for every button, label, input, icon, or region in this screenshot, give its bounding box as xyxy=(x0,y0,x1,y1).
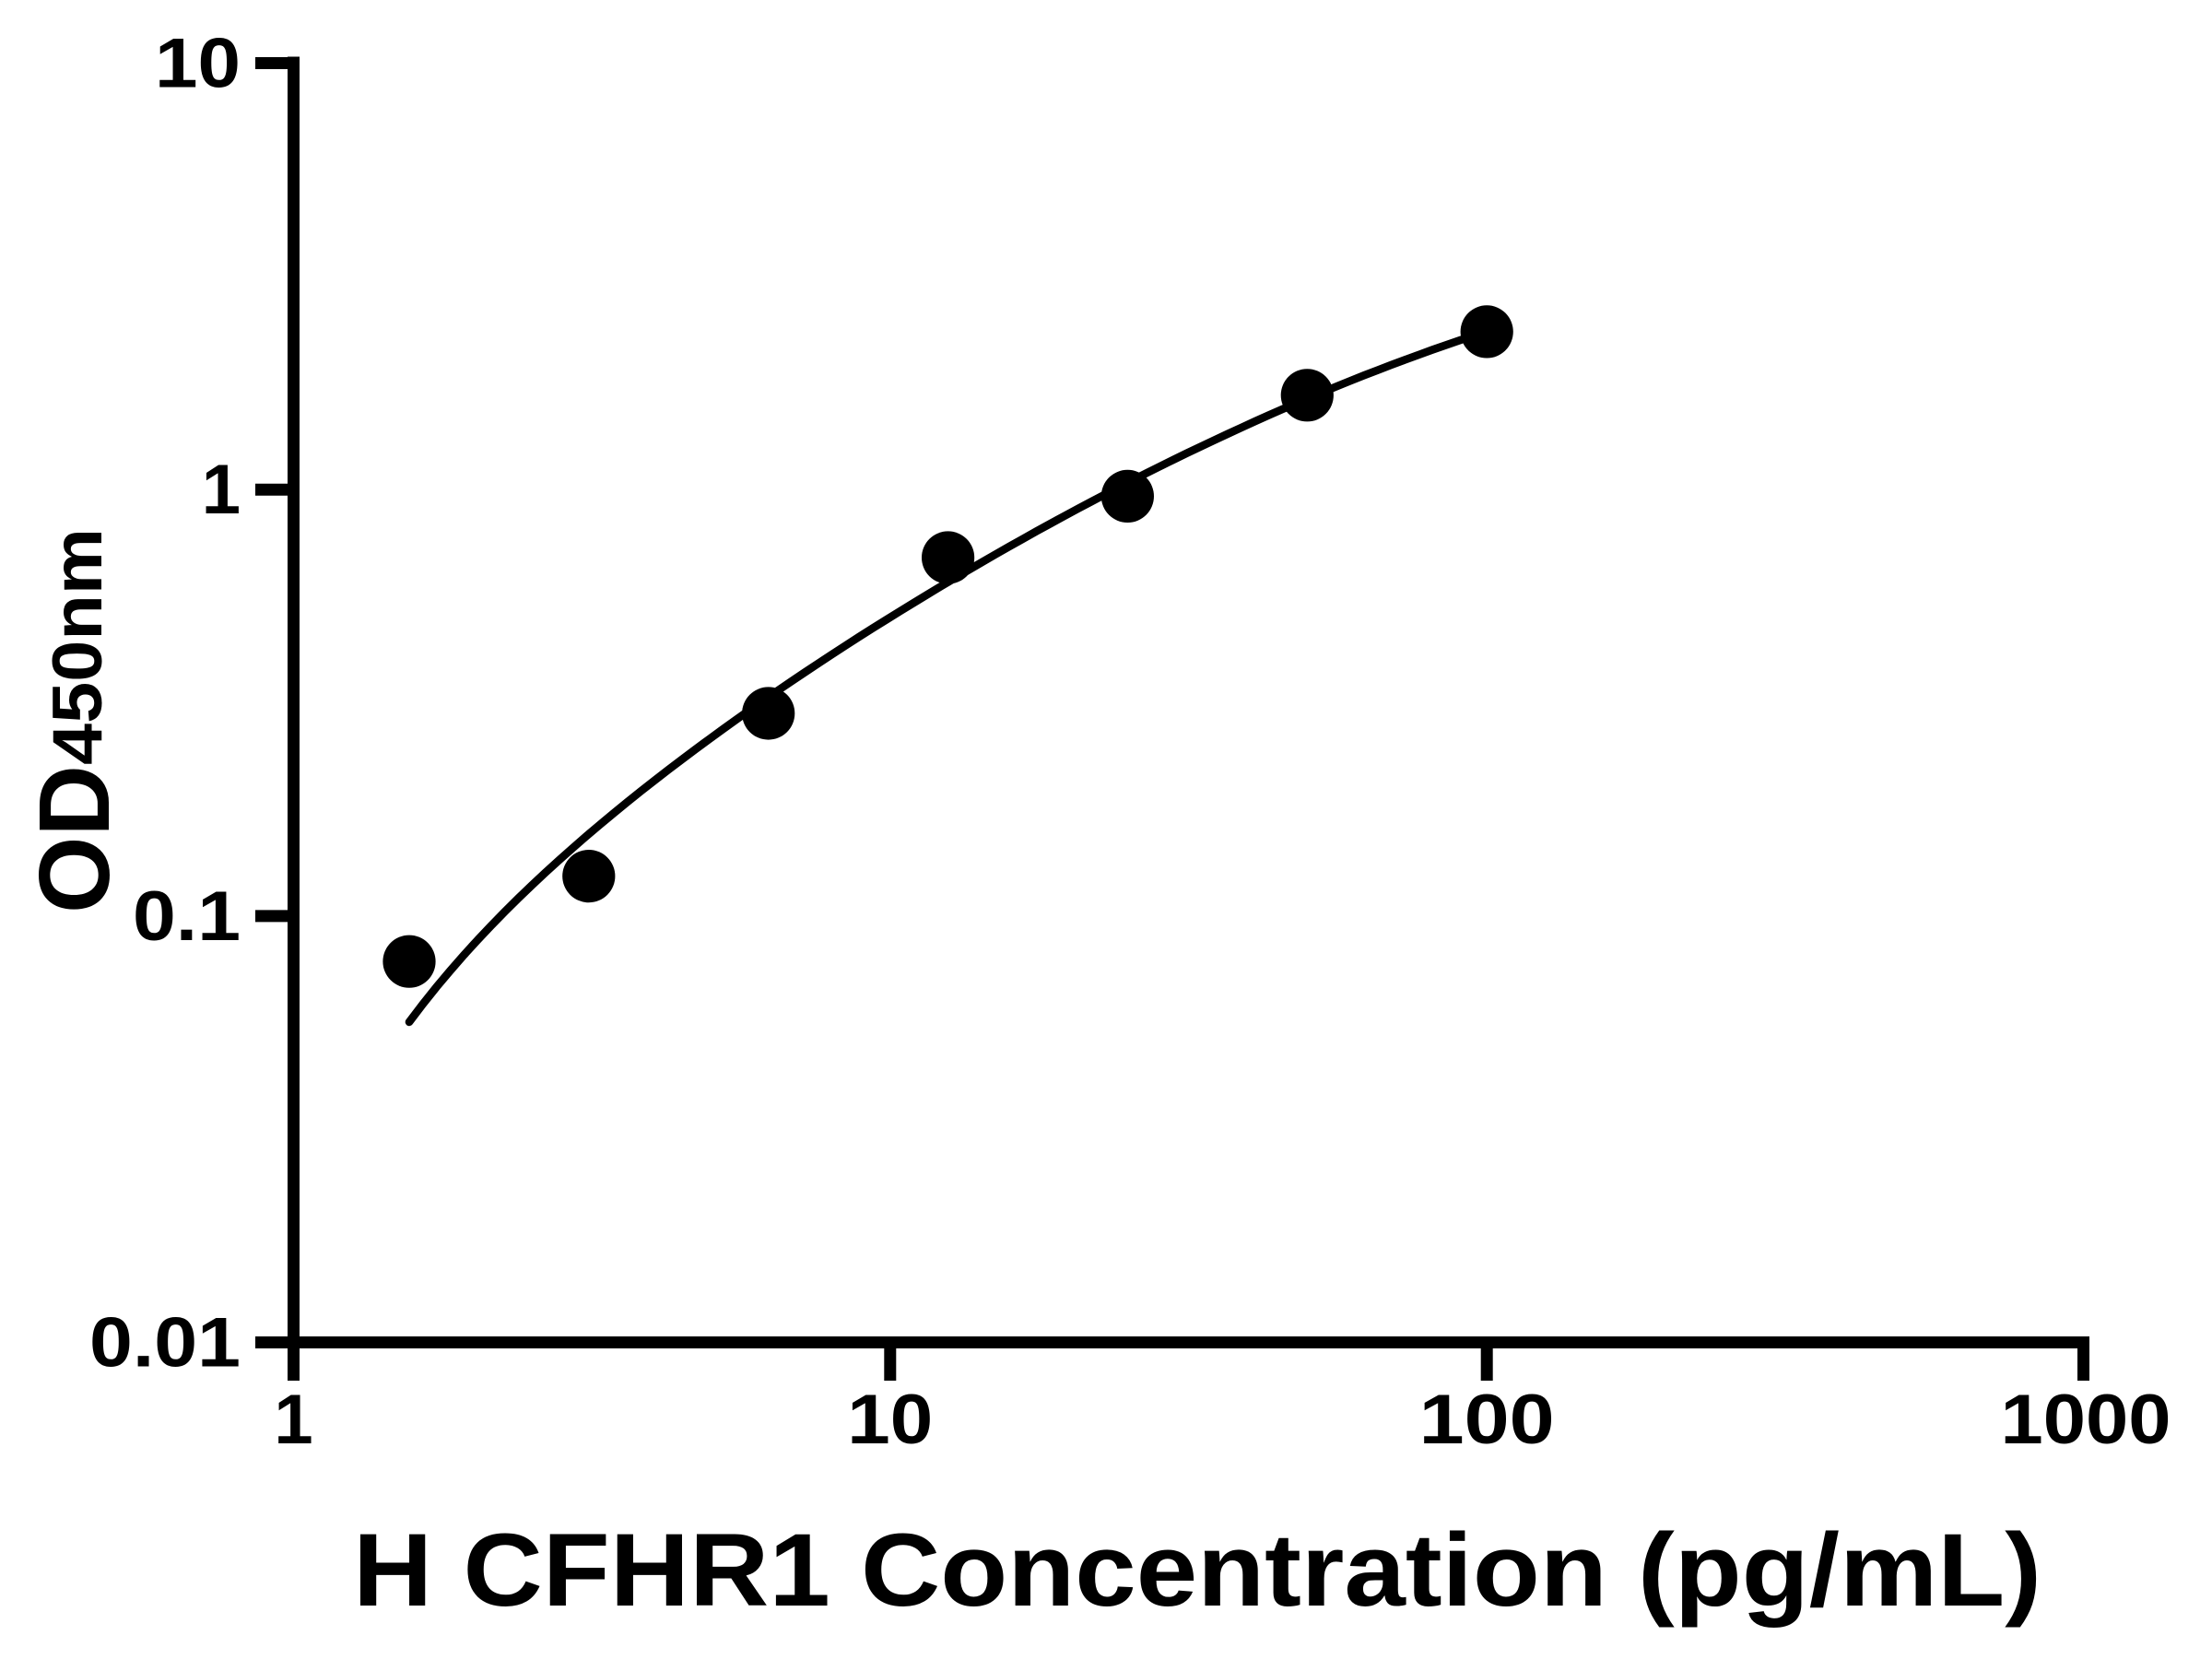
svg-text:1: 1 xyxy=(274,1381,312,1459)
svg-text:1000: 1000 xyxy=(2001,1381,2171,1459)
svg-text:10: 10 xyxy=(155,25,241,103)
svg-text:H CFHR1 Concentration (pg/mL): H CFHR1 Concentration (pg/mL) xyxy=(353,1512,2041,1628)
svg-text:OD450nm: OD450nm xyxy=(18,528,131,913)
svg-text:10: 10 xyxy=(847,1381,933,1459)
svg-text:100: 100 xyxy=(1419,1381,1555,1459)
svg-text:1: 1 xyxy=(202,451,241,529)
svg-text:0.1: 0.1 xyxy=(133,877,241,956)
svg-text:0.01: 0.01 xyxy=(89,1304,241,1382)
